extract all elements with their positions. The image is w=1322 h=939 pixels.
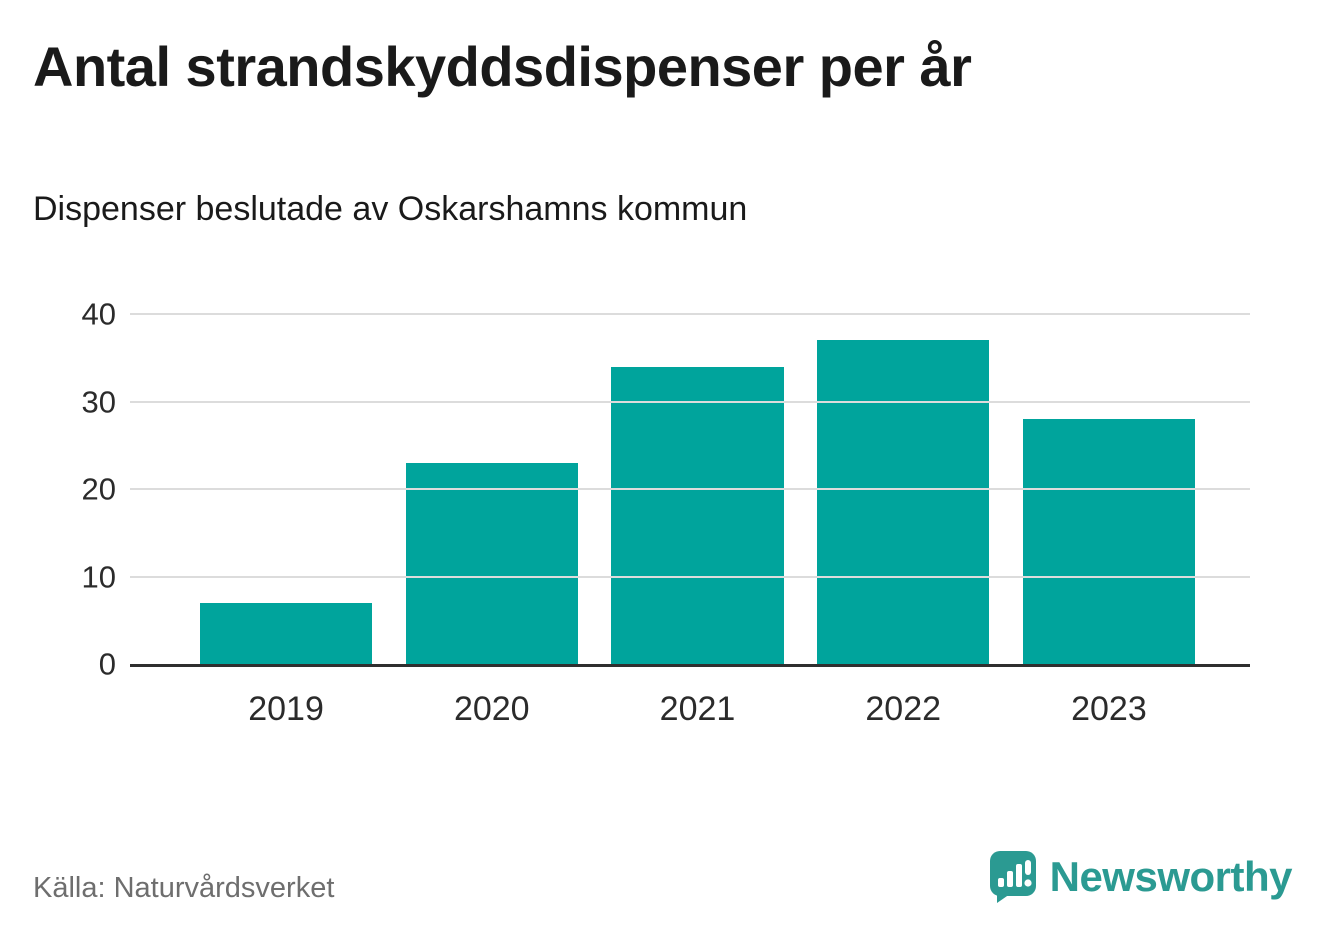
gridline	[130, 575, 1250, 578]
bar-2022	[817, 340, 990, 664]
y-axis-tick-label: 0	[98, 646, 116, 682]
bar-slot	[405, 314, 578, 664]
bar-slot	[1022, 314, 1195, 664]
chart-title: Antal strandskyddsdispenser per år	[33, 35, 972, 98]
bars	[130, 314, 1250, 664]
x-axis-label: 2022	[865, 690, 942, 728]
bar-slot	[611, 314, 784, 664]
plot-area: 0 10 20 30 40	[82, 299, 1250, 680]
source-caption: Källa: Naturvårdsverket	[33, 872, 335, 904]
y-axis-tick-label: 20	[81, 471, 116, 507]
bar-slot	[200, 314, 373, 664]
newsworthy-speech-bubble-bars-icon	[989, 850, 1037, 904]
x-axis-label: 2020	[453, 690, 530, 728]
y-axis-tick-label: 40	[81, 296, 116, 332]
gridline	[130, 488, 1250, 490]
y-axis-tick-label: 30	[81, 384, 116, 419]
x-axis-label: 2021	[659, 690, 736, 728]
chart-subtitle: Dispenser beslutade av Oskarshamns kommu…	[33, 190, 748, 228]
x-axis-labels: 2019 2020 2021 2022 2023	[130, 690, 1250, 729]
y-axis-tick-label: 10	[81, 559, 116, 594]
bar-2019	[200, 602, 373, 664]
bar-2020	[405, 462, 578, 664]
bar-2021	[611, 366, 784, 664]
gridline	[130, 400, 1250, 403]
brand-name: Newsworthy	[1049, 853, 1293, 900]
bar-2023	[1022, 419, 1195, 664]
x-axis-label: 2019	[248, 690, 324, 728]
brand-logo: Newsworthy	[989, 850, 1293, 904]
x-axis-label: 2023	[1071, 690, 1147, 728]
gridline	[130, 313, 1250, 315]
bar-slot	[817, 314, 990, 664]
